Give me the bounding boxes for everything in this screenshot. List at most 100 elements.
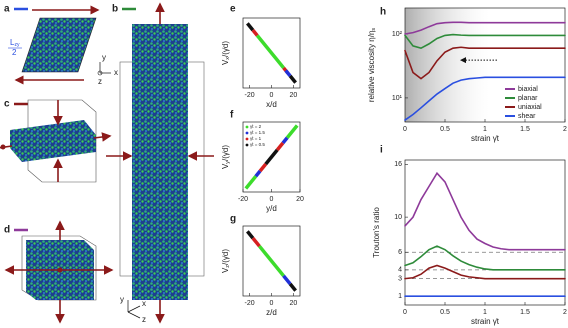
x-tick-label: 0	[403, 309, 407, 316]
series-line	[254, 136, 289, 178]
y-tick-label: 1	[398, 293, 402, 300]
panel-letter: g	[230, 214, 236, 225]
series-line	[404, 21, 566, 35]
panel-letter: e	[230, 4, 236, 15]
x-axis-label: y/d	[266, 204, 277, 213]
x-tick-label: 1.5	[520, 309, 530, 316]
render-c: c	[0, 99, 112, 183]
x-tick-label: 0	[270, 196, 274, 203]
legend-label: γ̇t = 1.5	[250, 130, 265, 135]
axis-label-part: V	[221, 267, 230, 273]
series-line	[244, 124, 299, 190]
legend-label: γ̇t = 1	[250, 136, 262, 141]
x-tick-label: 1	[483, 126, 487, 133]
axis-label-part: relative viscosity η/η	[367, 31, 376, 103]
axis-label: Vy/(γ̇d)	[221, 145, 231, 169]
render-a: a Lzy 2 y x z	[4, 4, 118, 86]
series-line	[404, 264, 566, 280]
series-line	[404, 33, 566, 50]
x-tick-label: 20	[296, 196, 304, 203]
annotation: Lzy	[10, 38, 20, 48]
annotation-sub: zy	[14, 42, 20, 48]
panel-letter: c	[4, 99, 10, 110]
legend-marker	[245, 125, 249, 129]
series-line	[251, 237, 261, 248]
x-tick-label: 0	[270, 300, 274, 307]
legend-label: shear	[518, 113, 536, 120]
series-line	[246, 230, 297, 292]
axis-label-part: /(γ̇d)	[221, 249, 230, 265]
legend-label: γ̇t = 0.5	[250, 142, 265, 147]
series-line	[264, 148, 279, 166]
axis-label-part: V	[221, 59, 230, 65]
x-tick-label: 20	[290, 92, 298, 99]
series-line	[258, 245, 285, 277]
x-tick-label: 0	[403, 126, 407, 133]
legend-label: planar	[518, 95, 538, 102]
panel-letter: a	[4, 4, 10, 15]
arrow-end	[57, 267, 63, 273]
x-tick-label: 2	[563, 309, 567, 316]
axis-name: z	[142, 315, 146, 324]
axis-label-part: s	[371, 28, 377, 31]
series-line	[284, 69, 292, 77]
x-tick-label: -20	[245, 92, 255, 99]
x-axis-label: strain γ̇t	[471, 317, 500, 326]
plot-frame	[404, 159, 566, 306]
panel-letter: h	[380, 7, 386, 18]
axis-label-part: z	[225, 265, 231, 268]
axis-label-part: /(γ̇d)	[221, 145, 230, 161]
axis-label: relative viscosity η/ηs	[367, 28, 377, 103]
axis-name: z	[98, 77, 102, 86]
series-line	[258, 141, 285, 173]
legend-marker	[245, 143, 249, 147]
axis-arrow	[127, 305, 141, 313]
x-tick-label: 1	[483, 309, 487, 316]
axis-label-part: y	[225, 161, 231, 164]
series-line	[404, 245, 566, 271]
series-line	[282, 274, 292, 285]
axis-label: Trouton's ratio	[372, 207, 381, 258]
panel-letter: d	[4, 225, 10, 236]
x-tick-label: -20	[238, 196, 248, 203]
axis-origin	[97, 70, 103, 76]
legend-label: γ̇t = 2	[250, 124, 262, 129]
y-tick-label: 6	[398, 249, 402, 256]
x-tick-label: 20	[290, 300, 298, 307]
y-tick-label: 10	[394, 214, 402, 221]
axis-label-part: /(γ̇d)	[221, 41, 230, 57]
series-line	[404, 171, 566, 251]
axis-name: y	[102, 53, 106, 62]
x-tick-label: 0.5	[440, 309, 450, 316]
series-line	[404, 46, 566, 80]
x-axis-label: strain γ̇t	[471, 134, 500, 143]
y-tick-label: 3	[398, 275, 402, 282]
axis-label-part: V	[221, 163, 230, 169]
y-tick-label: 10²	[392, 31, 403, 38]
render-d: d	[4, 220, 114, 324]
x-tick-label: 0	[270, 92, 274, 99]
axis-name: x	[142, 299, 146, 308]
legend-label: uniaxial	[518, 104, 542, 111]
wireframe	[27, 99, 97, 183]
x-tick-label: -20	[245, 300, 255, 307]
axis-label: Vz/(γ̇d)	[221, 249, 231, 273]
arrow	[93, 132, 112, 142]
annotation: 2	[12, 48, 17, 57]
series-line	[246, 22, 297, 84]
particle-block	[21, 17, 97, 73]
axis-name: y	[120, 295, 124, 304]
legend-label: biaxial	[518, 86, 538, 93]
axis-name: x	[114, 68, 118, 77]
series-line	[404, 76, 566, 121]
axis-label: Vx/(γ̇d)	[221, 41, 231, 65]
annotation-text: L	[10, 38, 15, 47]
panel-letter: b	[112, 4, 118, 15]
x-tick-label: 0.5	[440, 126, 450, 133]
arrow-end	[0, 144, 6, 150]
particle-block	[10, 120, 96, 162]
axis-label-part: x	[225, 57, 231, 60]
y-tick-label: 16	[394, 161, 402, 168]
x-axis-label: x/d	[266, 100, 277, 109]
